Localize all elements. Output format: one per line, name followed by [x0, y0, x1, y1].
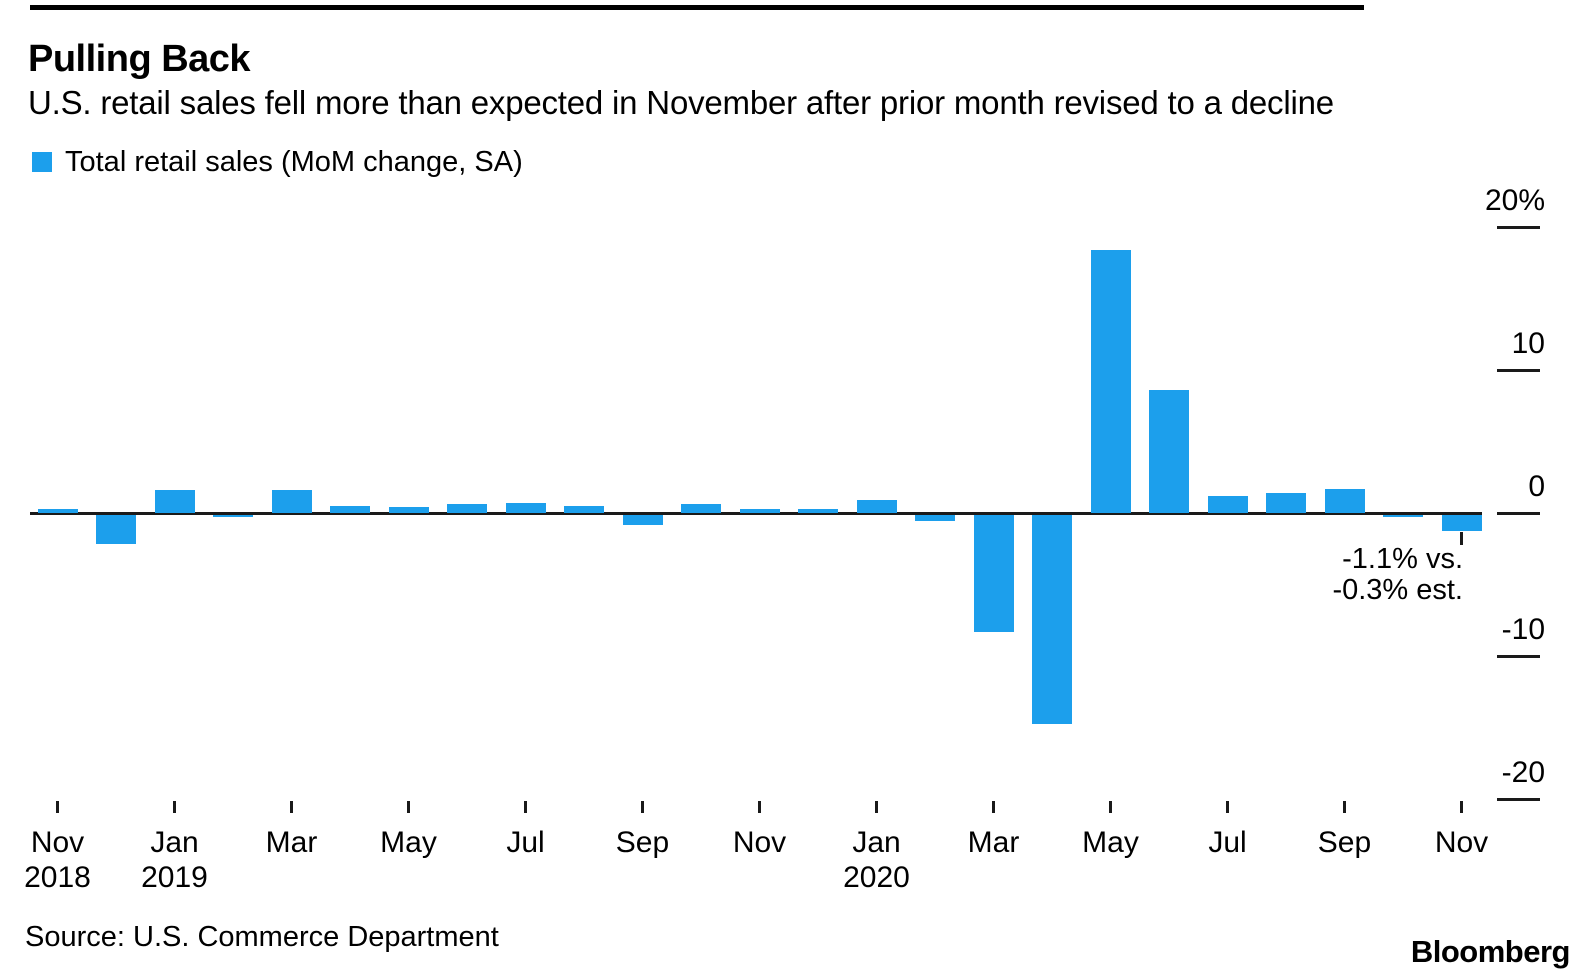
legend-label: Total retail sales (MoM change, SA) — [65, 145, 523, 178]
x-axis-tick — [1226, 801, 1229, 813]
source-note: Source: U.S. Commerce Department — [25, 921, 499, 953]
bar-jul-2020 — [1207, 495, 1248, 513]
x-axis-label-month: Jul — [1208, 826, 1247, 859]
x-axis-tick — [641, 801, 644, 813]
bar-nov-2019 — [739, 508, 780, 513]
annotation-line-2: -0.3% est. — [1332, 574, 1463, 606]
x-axis-label-month: Nov — [732, 826, 787, 859]
x-axis-label-month: May — [1082, 826, 1139, 859]
bar-dec-2018 — [96, 515, 136, 544]
bar-sep-2019 — [622, 515, 663, 525]
x-axis-label-month: Mar — [967, 826, 1020, 859]
bar-jan-2019 — [154, 490, 195, 513]
page-title: Pulling Back — [28, 38, 251, 80]
x-axis-tick — [524, 801, 527, 813]
bar-dec-2019 — [798, 508, 838, 513]
x-axis-label-month: Nov — [1434, 826, 1489, 859]
x-axis-label-month: Jan — [852, 826, 901, 859]
x-axis-label-year: 2018 — [24, 861, 91, 894]
bar-apr-2020 — [1032, 515, 1072, 724]
x-axis-tick — [407, 801, 410, 813]
x-axis-label-year: 2019 — [141, 861, 208, 894]
x-axis-tick — [992, 801, 995, 813]
bar-may-2019 — [388, 507, 429, 513]
x-axis-label-month: Jan — [150, 826, 199, 859]
y-axis-tick — [1497, 369, 1540, 372]
x-axis-label-month: Nov — [30, 826, 85, 859]
y-axis-label: 0 — [1528, 470, 1545, 503]
legend: Total retail sales (MoM change, SA) — [32, 146, 523, 178]
y-axis-tick — [1497, 655, 1540, 658]
bar-sep-2020 — [1324, 488, 1365, 513]
bar-feb-2019 — [213, 515, 253, 517]
bar-nov-2018 — [37, 508, 78, 513]
x-axis-label-month: Mar — [265, 826, 318, 859]
x-axis-label-year: 2020 — [843, 861, 910, 894]
annotation-leader-tick — [1460, 532, 1463, 545]
bar-mar-2020 — [973, 515, 1014, 633]
chart-subtitle: U.S. retail sales fell more than expecte… — [28, 84, 1334, 121]
x-axis-tick — [290, 801, 293, 813]
x-axis-tick — [173, 801, 176, 813]
bar-jun-2019 — [447, 504, 487, 513]
x-axis-label-month: Sep — [1317, 826, 1372, 859]
bar-feb-2020 — [915, 515, 955, 521]
x-axis-tick — [56, 801, 59, 813]
x-axis-tick — [758, 801, 761, 813]
bar-mar-2019 — [271, 490, 312, 513]
y-axis-tick — [1497, 798, 1540, 801]
x-axis-tick — [1109, 801, 1112, 813]
legend-swatch-icon — [32, 152, 52, 172]
annotation: -1.1% vs. -0.3% est. — [1163, 544, 1463, 606]
bloomberg-logo: Bloomberg — [1410, 934, 1571, 969]
bar-aug-2019 — [564, 505, 604, 513]
x-axis-label-month: Sep — [615, 826, 670, 859]
bar-oct-2020 — [1383, 515, 1423, 517]
bar-may-2020 — [1090, 249, 1131, 513]
zero-baseline — [30, 512, 1482, 515]
y-axis-label: 10 — [1511, 327, 1545, 360]
bar-aug-2020 — [1266, 492, 1306, 513]
y-axis-label: -10 — [1501, 613, 1545, 646]
bar-apr-2019 — [330, 505, 370, 513]
bar-oct-2019 — [681, 504, 721, 513]
top-rule — [30, 5, 1364, 10]
x-axis-tick — [1460, 801, 1463, 813]
bar-jun-2020 — [1149, 390, 1189, 513]
annotation-line-1: -1.1% vs. — [1342, 543, 1463, 575]
y-axis-label: -20 — [1501, 756, 1545, 789]
y-axis-label: 20% — [1484, 184, 1545, 217]
bar-jul-2019 — [505, 502, 546, 513]
x-axis-label-month: May — [380, 826, 437, 859]
x-axis-tick — [875, 801, 878, 813]
x-axis-label-month: Jul — [506, 826, 545, 859]
bar-nov-2020 — [1441, 515, 1482, 531]
y-axis-tick — [1497, 226, 1540, 229]
x-axis-tick — [1343, 801, 1346, 813]
bar-jan-2020 — [856, 500, 897, 513]
y-axis-tick — [1497, 512, 1540, 515]
